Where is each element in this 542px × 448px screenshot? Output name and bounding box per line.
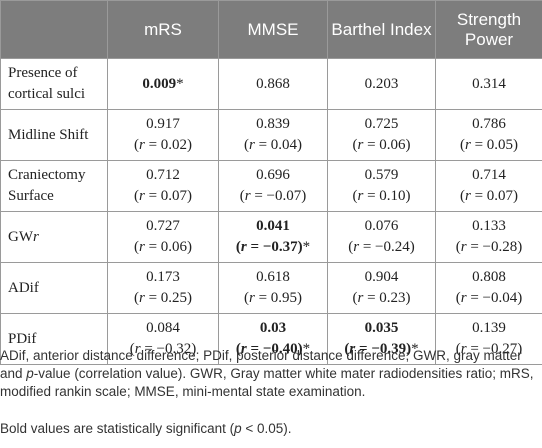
p-value: 0.839 xyxy=(256,116,290,132)
p-value: 0.009* xyxy=(142,75,184,92)
table-cell: 0.786 (r = 0.05) xyxy=(435,109,542,161)
p-value: 0.714 xyxy=(472,167,506,183)
p-value: 0.786 xyxy=(472,116,506,132)
p-value: 0.03 xyxy=(259,320,287,336)
table-cell: 0.727 (r = 0.06) xyxy=(107,211,219,263)
correlation-value: (r = −0.39)* xyxy=(344,341,419,357)
correlation-value: (r = 0.07) xyxy=(133,188,193,204)
row-label: Craniectomy Surface xyxy=(0,160,108,212)
column-header: MMSE xyxy=(218,0,328,59)
p-value: 0.727 xyxy=(146,218,180,234)
correlation-value: (r = −0.28) xyxy=(455,239,523,255)
correlation-value: (r = 0.05) xyxy=(459,137,519,153)
p-value: 0.579 xyxy=(364,167,399,183)
column-header: Barthel Index xyxy=(327,0,436,59)
table-header-row: mRS MMSE Barthel Index Strength Power xyxy=(0,0,542,59)
table-cell: 0.839 (r = 0.04) xyxy=(218,109,328,161)
table-row: ADif 0.173 (r = 0.25) 0.618 (r = 0.95) 0.904 (… xyxy=(0,262,542,314)
correlation-value: (r = 0.04) xyxy=(243,137,303,153)
p-value: 0.035 xyxy=(364,320,399,336)
table-cell: 0.917 (r = 0.02) xyxy=(107,109,219,161)
row-label: Midline Shift xyxy=(0,109,108,161)
row-label: Presence of cortical sulci xyxy=(0,58,108,110)
correlation-value: (r = −0.24) xyxy=(348,239,415,255)
correlation-value: (r = −0.04) xyxy=(455,290,523,306)
correlation-value: (r = −0.07) xyxy=(239,188,307,204)
p-value: 0.725 xyxy=(364,116,399,132)
table-row: GWr 0.727 (r = 0.06) 0.041 (r = −0.37)* 0.076… xyxy=(0,211,542,263)
correlation-value: (r = −0.32) xyxy=(129,341,197,357)
table-cell: 0.579 (r = 0.10) xyxy=(327,160,436,212)
table-cell: 0.035 (r = −0.39)* xyxy=(327,313,436,365)
footnote-bold-note: Bold values are statistically significan… xyxy=(0,421,292,436)
p-value: 0.917 xyxy=(146,116,180,132)
table-cell: 0.139 (r = −0.27) xyxy=(435,313,542,365)
p-value: 0.696 xyxy=(256,167,290,183)
correlation-value: (r = 0.06) xyxy=(352,137,411,153)
table-cell: 0.725 (r = 0.06) xyxy=(327,109,436,161)
table-cell: 0.314 xyxy=(435,58,542,110)
table-cell: 0.076 (r = −0.24) xyxy=(327,211,436,263)
table-cell: 0.03 (r = −0.40)* xyxy=(218,313,328,365)
table-cell: 0.714 (r = 0.07) xyxy=(435,160,542,212)
p-value: 0.808 xyxy=(472,269,506,285)
correlation-value: (r = 0.06) xyxy=(133,239,193,255)
p-value: 0.712 xyxy=(146,167,180,183)
row-label: ADif xyxy=(0,262,108,314)
table-cell: 0.868 xyxy=(218,58,328,110)
p-value: 0.314 xyxy=(472,75,506,92)
table-row: PDif 0.084 (r = −0.32) 0.03 (r = −0.40)* 0.03… xyxy=(0,313,542,365)
correlation-value: (r = 0.23) xyxy=(352,290,411,306)
p-value: 0.203 xyxy=(364,75,399,92)
table-row: Craniectomy Surface 0.712 (r = 0.07) 0.696 (… xyxy=(0,160,542,212)
correlation-value: (r = −0.40)* xyxy=(235,341,311,357)
table-cell: 0.618 (r = 0.95) xyxy=(218,262,328,314)
p-value: 0.618 xyxy=(256,269,290,285)
p-value: 0.173 xyxy=(146,269,180,285)
correlation-value: (r = 0.10) xyxy=(352,188,411,204)
table-row: Midline Shift 0.917 (r = 0.02) 0.839 (r = 0.… xyxy=(0,109,542,161)
table-cell: 0.696 (r = −0.07) xyxy=(218,160,328,212)
p-value: 0.904 xyxy=(364,269,399,285)
p-value: 0.139 xyxy=(472,320,506,336)
correlation-value: (r = −0.27) xyxy=(455,341,523,357)
p-value: 0.084 xyxy=(146,320,180,336)
table-cell: 0.133 (r = −0.28) xyxy=(435,211,542,263)
header-corner-cell xyxy=(0,0,108,59)
correlation-value: (r = −0.37)* xyxy=(235,239,311,255)
table-cell: 0.041 (r = −0.37)* xyxy=(218,211,328,263)
column-header: mRS xyxy=(107,0,219,59)
table-cell: 0.009* xyxy=(107,58,219,110)
footnote-abbreviations: ADif, anterior distance difference; PDif… xyxy=(0,348,534,399)
table-cell: 0.203 xyxy=(327,58,436,110)
p-value: 0.076 xyxy=(364,218,399,234)
table-cell: 0.904 (r = 0.23) xyxy=(327,262,436,314)
table-cell: 0.712 (r = 0.07) xyxy=(107,160,219,212)
p-value: 0.041 xyxy=(256,218,290,234)
correlation-value: (r = 0.02) xyxy=(133,137,193,153)
column-header: Strength Power xyxy=(435,0,542,59)
row-label: PDif xyxy=(0,313,108,365)
p-value: 0.868 xyxy=(256,75,290,92)
results-table: mRS MMSE Barthel Index Strength Power Presen… xyxy=(0,0,542,365)
correlation-value: (r = 0.25) xyxy=(133,290,193,306)
table-cell: 0.808 (r = −0.04) xyxy=(435,262,542,314)
p-value: 0.133 xyxy=(472,218,506,234)
table-cell: 0.173 (r = 0.25) xyxy=(107,262,219,314)
row-label: GWr xyxy=(0,211,108,263)
correlation-value: (r = 0.95) xyxy=(243,290,303,306)
table-row: Presence of cortical sulci 0.009* 0.868 0.2… xyxy=(0,58,542,110)
correlation-value: (r = 0.07) xyxy=(459,188,519,204)
